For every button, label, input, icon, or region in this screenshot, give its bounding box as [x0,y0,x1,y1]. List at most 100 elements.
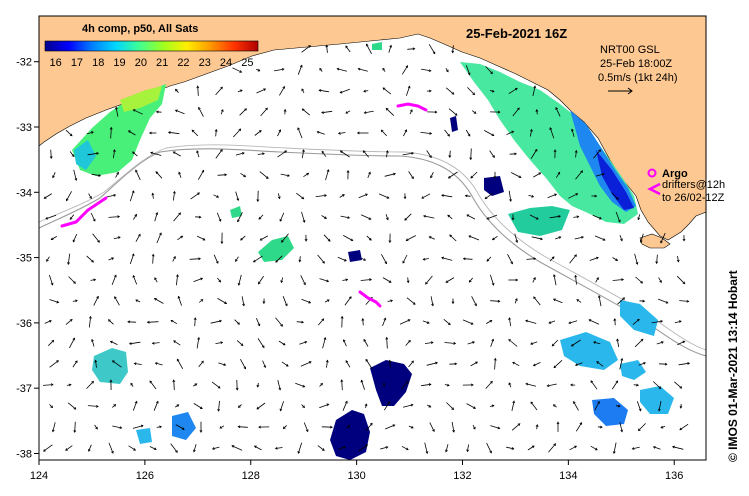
current-vector [340,150,350,158]
current-vector-head [176,404,180,407]
current-vector-head [73,281,76,284]
current-vector-head [616,338,619,342]
current-vector-head [340,315,344,319]
current-vector-head [616,197,619,200]
current-vector-head [74,360,78,364]
current-vector [154,277,158,283]
current-vector [235,191,239,201]
current-vector-head [410,109,413,113]
current-vector-head [467,72,471,76]
current-vector-head [257,68,261,72]
current-vector [423,258,429,260]
current-vector-head [94,359,98,363]
current-vector-head [220,341,224,345]
current-vector [466,214,476,220]
colorbar-tick-label: 18 [92,57,104,69]
current-vector-head [326,403,330,407]
current-vector-head [350,238,354,242]
y-tick-label: -37 [16,383,32,395]
current-vector-head [468,235,472,239]
current-vector [549,127,555,139]
current-vector-head [49,156,53,159]
current-vector [278,193,280,199]
current-vector-head [576,299,580,302]
current-vector [529,129,533,137]
sst-patch-east-mid [508,206,570,236]
current-vector-head [552,298,556,302]
current-vector-head [258,216,262,220]
current-vector-head [365,193,368,197]
current-vector [384,173,396,177]
current-vector-head [95,426,98,430]
current-vector-head [365,43,369,47]
current-vector [216,212,222,222]
current-vector-head [176,358,180,362]
current-vector [530,401,538,411]
current-vector [367,171,371,179]
current-vector [484,192,494,200]
current-vector [238,404,242,408]
current-vector-head [470,322,474,325]
current-vector [299,341,307,345]
current-vector [301,149,305,159]
current-vector [326,45,328,53]
current-vector [615,211,621,223]
current-vector [345,360,351,368]
current-vector-head [365,444,369,448]
current-vector-head [132,151,135,155]
current-vector [173,212,181,222]
current-vector-head [297,127,300,131]
current-vector [168,131,180,135]
current-vector [408,425,414,429]
current-vector-head [574,149,578,153]
current-vector-head [637,428,641,432]
current-vector [677,256,679,262]
current-vector-head [140,424,144,428]
current-vector [640,233,644,243]
current-vector-head [574,363,578,366]
current-vector [108,216,120,218]
current-vector-head [486,216,490,220]
x-tick-label: 134 [559,470,577,482]
current-vector-head [557,171,561,175]
current-vector-head [660,425,664,429]
current-vector [108,257,114,261]
current-vector-head [56,300,60,304]
current-vector [115,172,119,178]
current-vector-head [196,150,199,154]
current-vector [231,445,243,451]
current-vector-head [275,260,278,263]
current-vector-head [682,238,686,242]
current-vector [317,131,325,135]
current-vector [283,425,287,429]
current-vector [672,446,684,450]
current-vector-head [326,299,330,302]
current-vector-head [410,425,414,429]
current-vector-head [325,359,329,363]
current-vector [512,107,520,117]
current-vector [317,254,325,264]
current-vector [637,214,641,220]
current-vector [189,258,201,260]
current-vector [128,445,136,451]
current-vector-head [392,424,396,428]
current-vector-head [172,190,176,194]
current-vector [134,363,142,365]
current-vector [68,276,76,284]
current-vector [358,444,368,452]
current-vector-head [265,176,269,179]
current-vector-head [134,400,138,404]
current-vector-head [661,341,664,344]
current-vector-head [410,403,414,407]
current-vector-head [676,259,680,263]
sst-patch-cold-5 [450,116,458,132]
current-vector [257,153,265,155]
current-vector-head [411,360,414,364]
current-vector-head [406,380,409,384]
current-vector-head [660,319,664,323]
current-vector-head [176,274,179,277]
argo-legend: Argo drifters@12h to 26/02-12Z [647,168,725,204]
current-vector [443,318,451,326]
current-vector-head [239,89,243,93]
current-vector-head [612,451,616,455]
